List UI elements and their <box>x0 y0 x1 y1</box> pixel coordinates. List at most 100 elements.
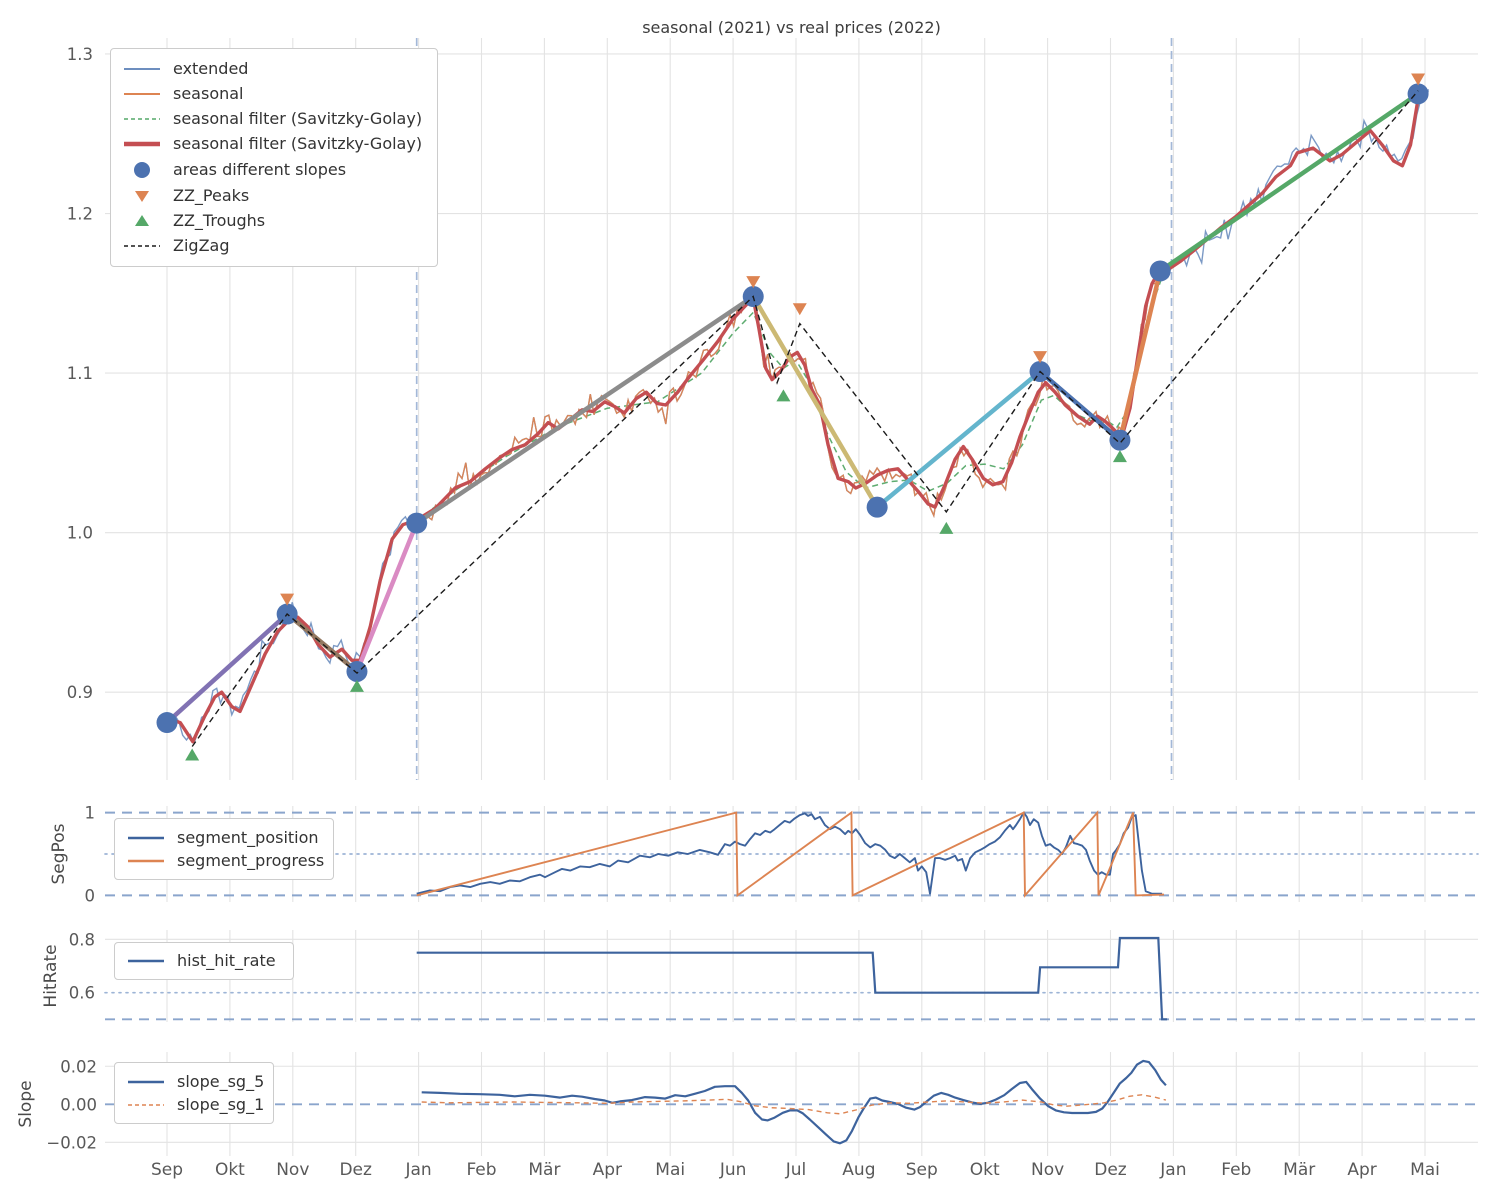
y-tick-label: 0.8 <box>69 930 95 949</box>
seasonal-line <box>416 264 1166 528</box>
y-tick-label: 1 <box>85 804 96 823</box>
slope-sg1-swatch-icon <box>128 1103 164 1106</box>
legend-label: seasonal filter (Savitzky-Golay) <box>173 133 423 153</box>
x-tick-label: Dez <box>339 1160 372 1180</box>
trend-segment <box>284 611 360 674</box>
slope-area-dot <box>1407 83 1429 105</box>
zz-trough-marker <box>776 389 791 402</box>
zz-trough-marker <box>1112 450 1127 463</box>
legend-label: ZZ_Troughs <box>173 211 266 231</box>
slope-sg5-line <box>421 1059 1167 1145</box>
x-tick-label: Jan <box>404 1160 431 1180</box>
hist-hit-rate-swatch-icon <box>128 959 164 963</box>
y-tick-label: −0.02 <box>46 1133 97 1152</box>
x-tick-label: Jun <box>719 1160 747 1180</box>
hitrate-legend: hist_hit_rate <box>114 942 294 980</box>
x-tick-label: Mai <box>1410 1160 1440 1180</box>
x-tick-label: Okt <box>970 1160 1000 1180</box>
slope-sg5-swatch-icon <box>128 1080 164 1083</box>
slope-area-dot <box>1109 429 1131 451</box>
trend-segment <box>874 369 1043 510</box>
swatch-shape <box>134 162 150 179</box>
zz-peak-marker <box>792 303 807 316</box>
swatch-shape <box>135 215 149 227</box>
y-tick-label: 0.6 <box>69 984 95 1003</box>
trend-segment <box>1117 268 1163 443</box>
hist-hit-rate-line <box>416 936 1168 1021</box>
extended-line-swatch-icon <box>124 67 160 70</box>
slope-legend: slope_sg_5 slope_sg_1 <box>114 1062 274 1124</box>
zz-peak-marker <box>1411 73 1426 86</box>
x-tick-label: Aug <box>842 1160 875 1180</box>
x-tick-label: Jan <box>1159 1160 1186 1180</box>
zz-trough-marker <box>939 521 954 534</box>
trend-segment <box>354 520 419 674</box>
x-tick-label: Mär <box>1283 1160 1315 1180</box>
legend-item-seasonal: seasonal <box>123 83 425 103</box>
legend-item-slope-sg-1: slope_sg_1 <box>127 1094 265 1114</box>
x-tick-label: Feb <box>1221 1160 1251 1180</box>
x-tick-label: Feb <box>466 1160 496 1180</box>
slope-area-dot <box>1149 260 1171 282</box>
x-tick-label: Jul <box>785 1160 807 1180</box>
slope-area-dot <box>866 496 888 518</box>
sg-filter-green-swatch-icon <box>124 118 160 120</box>
x-tick-label: Nov <box>1031 1160 1064 1180</box>
slope-sg1-line <box>421 1094 1167 1115</box>
x-tick-label: Sep <box>906 1160 938 1180</box>
zigzag-swatch-icon <box>124 245 160 248</box>
zz-trough-swatch-icon <box>135 215 149 227</box>
legend-item-sg-filter-red: seasonal filter (Savitzky-Golay) <box>123 133 425 153</box>
trend-segment <box>414 294 756 526</box>
legend-label: segment_progress <box>177 850 325 870</box>
axis-label: Slope <box>16 1080 36 1127</box>
x-tick-label: Nov <box>276 1160 309 1180</box>
legend-item-sg-filter-green: seasonal filter (Savitzky-Golay) <box>123 108 425 128</box>
swatch-shape <box>135 191 149 203</box>
legend-item-zz-troughs: ZZ_Troughs <box>123 213 425 229</box>
legend-item-hist-hit-rate: hist_hit_rate <box>127 953 281 969</box>
y-tick-label: 0.9 <box>67 683 93 702</box>
y-tick-label: 0 <box>85 886 96 905</box>
x-tick-label: Dez <box>1094 1160 1127 1180</box>
slope-area-dot <box>156 712 178 734</box>
slope-dot-swatch-icon <box>134 162 150 179</box>
legend-label: slope_sg_1 <box>177 1094 265 1114</box>
trend-segment <box>1157 91 1421 274</box>
slope-area-dot <box>406 512 428 534</box>
x-tick-label: Apr <box>1347 1160 1376 1180</box>
legend-item-slope-sg-5: slope_sg_5 <box>127 1073 264 1090</box>
y-tick-label: 0.00 <box>60 1095 97 1114</box>
axis-label: SegPos <box>49 823 69 884</box>
legend-item-zigzag: ZigZag <box>123 238 425 254</box>
chart-title: seasonal (2021) vs real prices (2022) <box>642 18 941 37</box>
legend-label: seasonal filter (Savitzky-Golay) <box>173 108 423 128</box>
y-tick-label: 0.02 <box>60 1057 97 1076</box>
zz-trough-marker <box>349 679 364 692</box>
x-tick-label: Mai <box>655 1160 685 1180</box>
sg-filter-red-line <box>158 90 1423 744</box>
slope-area-dot <box>346 660 368 682</box>
trend-segment <box>1037 369 1123 443</box>
legend-item-segment-progress: segment_progress <box>127 850 325 870</box>
legend-label: ZZ_Peaks <box>173 186 250 206</box>
zz-trough-marker <box>185 748 200 761</box>
segment-progress-swatch-icon <box>128 859 164 862</box>
x-tick-label: Okt <box>215 1160 245 1180</box>
legend-label: seasonal <box>173 83 244 103</box>
y-tick-label: 1.3 <box>67 45 93 64</box>
legend-label: extended <box>173 58 249 78</box>
main-legend: extended seasonal seasonal filter (Savit… <box>110 48 438 267</box>
segment-position-line <box>416 811 1163 895</box>
zz-peak-marker <box>280 593 295 606</box>
legend-item-segment-position: segment_position <box>127 829 321 846</box>
zz-peak-swatch-icon <box>135 191 149 203</box>
y-tick-label: 1.0 <box>67 524 93 543</box>
segment-progress-line <box>416 810 1165 898</box>
legend-label: ZigZag <box>173 236 230 256</box>
legend-label: areas different slopes <box>173 160 347 180</box>
legend-label: hist_hit_rate <box>177 951 276 970</box>
trend-segment <box>164 611 290 725</box>
